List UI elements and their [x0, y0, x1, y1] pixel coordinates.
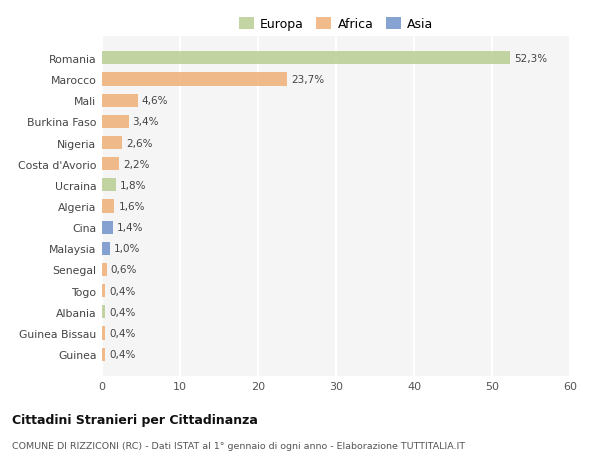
Text: 0,4%: 0,4%: [109, 328, 136, 338]
Bar: [102, 348, 105, 361]
Text: COMUNE DI RIZZICONI (RC) - Dati ISTAT al 1° gennaio di ogni anno - Elaborazione : COMUNE DI RIZZICONI (RC) - Dati ISTAT al…: [12, 441, 465, 450]
Text: 3,4%: 3,4%: [133, 117, 159, 127]
Bar: [102, 285, 105, 297]
Text: 1,4%: 1,4%: [117, 223, 143, 233]
Legend: Europa, Africa, Asia: Europa, Africa, Asia: [236, 16, 436, 34]
Text: 0,6%: 0,6%: [110, 265, 137, 275]
Text: 2,6%: 2,6%: [126, 138, 152, 148]
Text: Cittadini Stranieri per Cittadinanza: Cittadini Stranieri per Cittadinanza: [12, 413, 258, 426]
Bar: [102, 263, 107, 276]
Text: 0,4%: 0,4%: [109, 286, 136, 296]
Text: 4,6%: 4,6%: [142, 96, 168, 106]
Bar: [102, 242, 110, 255]
Bar: [102, 158, 119, 171]
Text: 1,0%: 1,0%: [114, 244, 140, 254]
Bar: [102, 179, 116, 192]
Bar: [102, 221, 113, 234]
Bar: [102, 327, 105, 340]
Bar: [102, 116, 128, 129]
Text: 52,3%: 52,3%: [514, 54, 547, 64]
Text: 23,7%: 23,7%: [291, 75, 324, 85]
Text: 1,8%: 1,8%: [120, 180, 146, 190]
Bar: [102, 200, 115, 213]
Text: 0,4%: 0,4%: [109, 349, 136, 359]
Text: 2,2%: 2,2%: [123, 159, 149, 169]
Bar: [102, 73, 287, 86]
Bar: [102, 137, 122, 150]
Bar: [102, 306, 105, 319]
Text: 1,6%: 1,6%: [118, 202, 145, 212]
Text: 0,4%: 0,4%: [109, 307, 136, 317]
Bar: [102, 95, 138, 107]
Bar: [102, 52, 510, 65]
